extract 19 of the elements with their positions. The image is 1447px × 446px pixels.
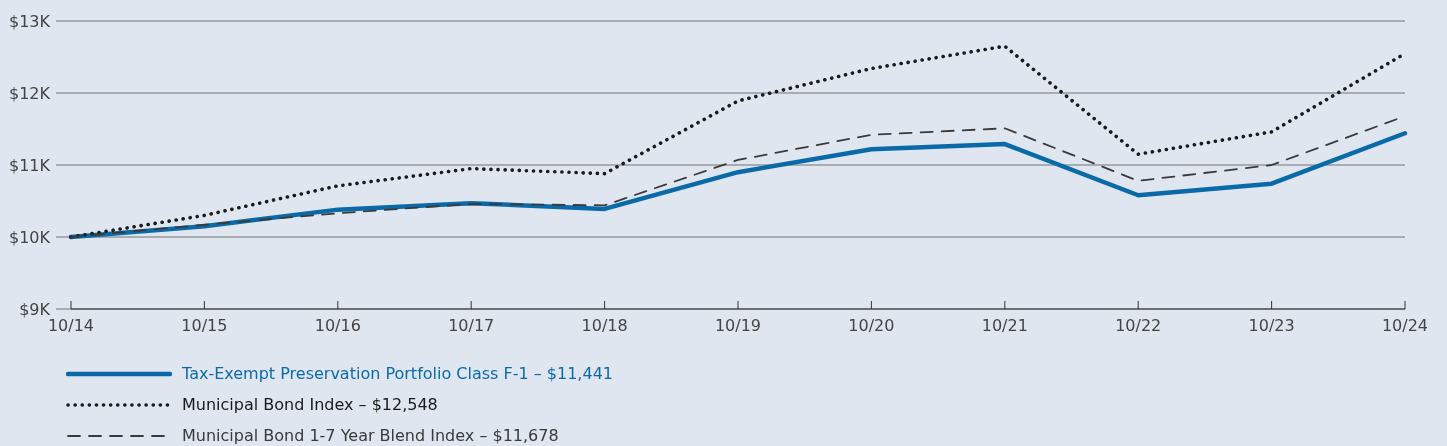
x-tick-label: 10/23: [1248, 316, 1295, 335]
x-tick-label: 10/21: [981, 316, 1028, 335]
x-tick-label: 10/16: [314, 316, 361, 335]
y-tick-label: $11K: [8, 155, 51, 175]
y-tick-label: $13K: [8, 11, 51, 31]
x-tick-label: 10/15: [181, 316, 228, 335]
text: Municipal Bond Index – $12,548: [182, 395, 438, 414]
text: Municipal Bond 1-7 Year Blend Index – $11,678: [182, 426, 559, 445]
x-tick-label: 10/14: [47, 316, 95, 335]
y-tick-label: $12K: [8, 83, 51, 103]
x-tick-label: 10/19: [714, 316, 762, 335]
x-tick-label: 10/17: [448, 316, 495, 335]
x-tick-label: 10/24: [1381, 316, 1429, 335]
x-tick-label: 10/22: [1115, 316, 1162, 335]
y-tick-label: $9K: [19, 299, 51, 319]
y-tick-label: $10K: [8, 227, 51, 247]
text: Tax-Exempt Preservation Portfolio Class F-1 – $11,441: [182, 364, 613, 383]
x-tick-label: 10/18: [581, 316, 628, 335]
x-tick-label: 10/20: [848, 316, 895, 335]
